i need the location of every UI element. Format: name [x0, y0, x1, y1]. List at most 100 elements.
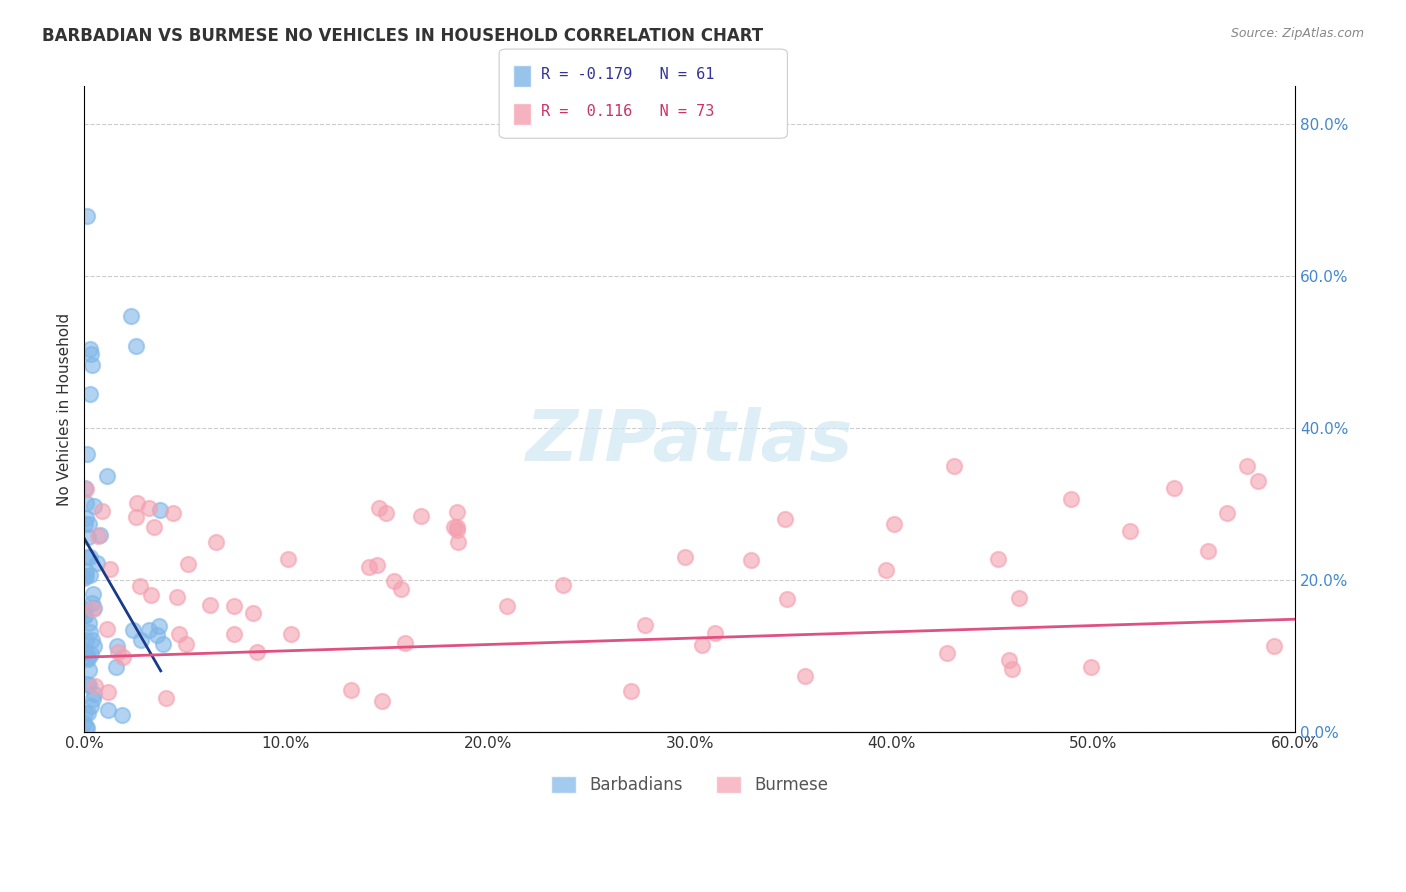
Barbadians — [148, 618, 170, 632]
Burmese — [1215, 507, 1237, 521]
Burmese — [1197, 543, 1219, 558]
Burmese — [242, 606, 264, 620]
Barbadians — [120, 310, 142, 324]
Burmese — [446, 535, 468, 549]
Burmese — [384, 574, 406, 588]
Burmese — [371, 694, 394, 708]
Barbadians — [75, 633, 97, 648]
Burmese — [142, 519, 165, 533]
Barbadians — [82, 358, 104, 372]
Barbadians — [75, 496, 97, 510]
Burmese — [155, 691, 177, 706]
Barbadians — [79, 342, 101, 356]
Barbadians — [121, 623, 143, 637]
Barbadians — [77, 652, 100, 666]
Burmese — [942, 458, 965, 473]
Text: R =  0.116   N = 73: R = 0.116 N = 73 — [541, 104, 714, 119]
Burmese — [97, 685, 120, 699]
Legend: Barbadians, Burmese: Barbadians, Burmese — [544, 769, 835, 801]
Text: ZIPatlas: ZIPatlas — [526, 407, 853, 475]
Barbadians — [75, 609, 97, 624]
Barbadians — [73, 607, 96, 622]
Burmese — [246, 645, 269, 659]
Burmese — [553, 578, 575, 592]
Burmese — [167, 627, 190, 641]
Barbadians — [129, 632, 152, 647]
Burmese — [125, 510, 148, 524]
Barbadians — [83, 500, 105, 514]
Barbadians — [86, 556, 108, 570]
Burmese — [1263, 639, 1285, 653]
Barbadians — [80, 648, 103, 662]
Burmese — [98, 562, 121, 576]
Barbadians — [76, 209, 98, 223]
Barbadians — [75, 565, 97, 579]
Burmese — [446, 523, 468, 537]
Barbadians — [73, 570, 96, 584]
Text: Source: ZipAtlas.com: Source: ZipAtlas.com — [1230, 27, 1364, 40]
Text: R = -0.179   N = 61: R = -0.179 N = 61 — [541, 67, 714, 81]
Burmese — [204, 535, 226, 549]
Burmese — [75, 482, 97, 496]
Burmese — [986, 552, 1008, 566]
Burmese — [389, 582, 412, 596]
Barbadians — [80, 698, 103, 713]
Burmese — [87, 529, 110, 543]
Barbadians — [105, 640, 128, 654]
Burmese — [620, 684, 643, 698]
Barbadians — [80, 596, 103, 610]
Burmese — [82, 602, 104, 616]
Burmese — [998, 653, 1021, 667]
Barbadians — [82, 632, 104, 647]
Burmese — [1060, 492, 1083, 507]
Burmese — [200, 598, 222, 612]
Barbadians — [73, 516, 96, 531]
Burmese — [883, 516, 905, 531]
Burmese — [1247, 474, 1270, 488]
Barbadians — [146, 628, 169, 642]
Barbadians — [75, 645, 97, 659]
Barbadians — [77, 678, 100, 692]
Barbadians — [83, 601, 105, 615]
Barbadians — [125, 339, 148, 353]
Barbadians — [76, 549, 98, 564]
Burmese — [84, 679, 107, 693]
Burmese — [411, 509, 433, 524]
Barbadians — [73, 602, 96, 616]
Burmese — [176, 637, 198, 651]
Burmese — [138, 500, 160, 515]
Burmese — [1001, 662, 1024, 676]
Burmese — [446, 505, 468, 519]
Burmese — [162, 507, 184, 521]
Barbadians — [82, 587, 104, 601]
Barbadians — [76, 530, 98, 544]
Barbadians — [76, 721, 98, 735]
Barbadians — [110, 708, 132, 723]
Barbadians — [75, 568, 97, 582]
Barbadians — [79, 386, 101, 401]
Barbadians — [77, 649, 100, 664]
Y-axis label: No Vehicles in Household: No Vehicles in Household — [58, 312, 72, 506]
Burmese — [634, 617, 657, 632]
Burmese — [1236, 458, 1258, 473]
Burmese — [357, 559, 380, 574]
Burmese — [96, 622, 118, 636]
Text: BARBADIAN VS BURMESE NO VEHICLES IN HOUSEHOLD CORRELATION CHART: BARBADIAN VS BURMESE NO VEHICLES IN HOUS… — [42, 27, 763, 45]
Barbadians — [77, 663, 100, 677]
Barbadians — [149, 502, 172, 516]
Burmese — [166, 590, 188, 604]
Barbadians — [83, 687, 105, 701]
Barbadians — [77, 516, 100, 531]
Burmese — [340, 682, 363, 697]
Burmese — [277, 552, 299, 566]
Barbadians — [79, 568, 101, 582]
Burmese — [446, 520, 468, 534]
Barbadians — [82, 691, 104, 706]
Burmese — [875, 563, 897, 577]
Burmese — [690, 639, 713, 653]
Burmese — [935, 646, 957, 660]
Burmese — [496, 599, 519, 613]
Barbadians — [73, 715, 96, 730]
Barbadians — [79, 625, 101, 640]
Barbadians — [105, 659, 128, 673]
